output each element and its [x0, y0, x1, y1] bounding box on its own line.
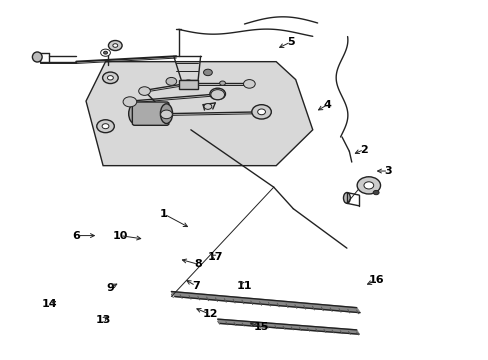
Circle shape	[113, 44, 118, 47]
Circle shape	[160, 110, 172, 119]
Circle shape	[219, 81, 225, 85]
Circle shape	[356, 177, 380, 194]
FancyBboxPatch shape	[178, 80, 198, 89]
FancyBboxPatch shape	[132, 102, 168, 125]
Circle shape	[101, 49, 110, 56]
Circle shape	[165, 77, 176, 85]
Circle shape	[102, 72, 118, 84]
Circle shape	[123, 97, 137, 107]
Circle shape	[209, 88, 225, 100]
Text: 15: 15	[253, 322, 269, 332]
Ellipse shape	[160, 104, 172, 123]
Circle shape	[363, 182, 373, 189]
Circle shape	[257, 109, 265, 115]
Text: 17: 17	[207, 252, 223, 262]
Circle shape	[372, 190, 378, 195]
Circle shape	[243, 80, 255, 88]
Text: 10: 10	[112, 231, 127, 240]
Text: 5: 5	[286, 37, 294, 47]
Text: 12: 12	[202, 310, 218, 319]
Circle shape	[102, 124, 109, 129]
Text: 14: 14	[41, 299, 57, 309]
Text: 13: 13	[95, 315, 111, 325]
Circle shape	[210, 90, 224, 100]
Text: 4: 4	[323, 100, 331, 110]
Circle shape	[139, 87, 150, 95]
Ellipse shape	[343, 193, 349, 203]
Circle shape	[103, 51, 107, 54]
Circle shape	[183, 80, 193, 88]
Text: 3: 3	[384, 166, 391, 176]
Circle shape	[97, 120, 114, 133]
Circle shape	[251, 105, 271, 119]
Polygon shape	[171, 292, 359, 313]
Text: 6: 6	[72, 231, 80, 240]
Circle shape	[107, 76, 113, 80]
Text: 16: 16	[367, 275, 383, 285]
Ellipse shape	[32, 52, 42, 62]
Text: 7: 7	[191, 281, 199, 291]
Polygon shape	[217, 319, 358, 334]
Text: 8: 8	[194, 259, 202, 269]
Text: 9: 9	[106, 283, 114, 293]
Circle shape	[203, 69, 212, 76]
Circle shape	[203, 104, 211, 109]
Text: 2: 2	[359, 144, 367, 154]
Text: 11: 11	[236, 281, 252, 291]
Circle shape	[108, 41, 122, 50]
Polygon shape	[86, 62, 312, 166]
Ellipse shape	[128, 104, 141, 123]
Text: 1: 1	[160, 209, 167, 219]
